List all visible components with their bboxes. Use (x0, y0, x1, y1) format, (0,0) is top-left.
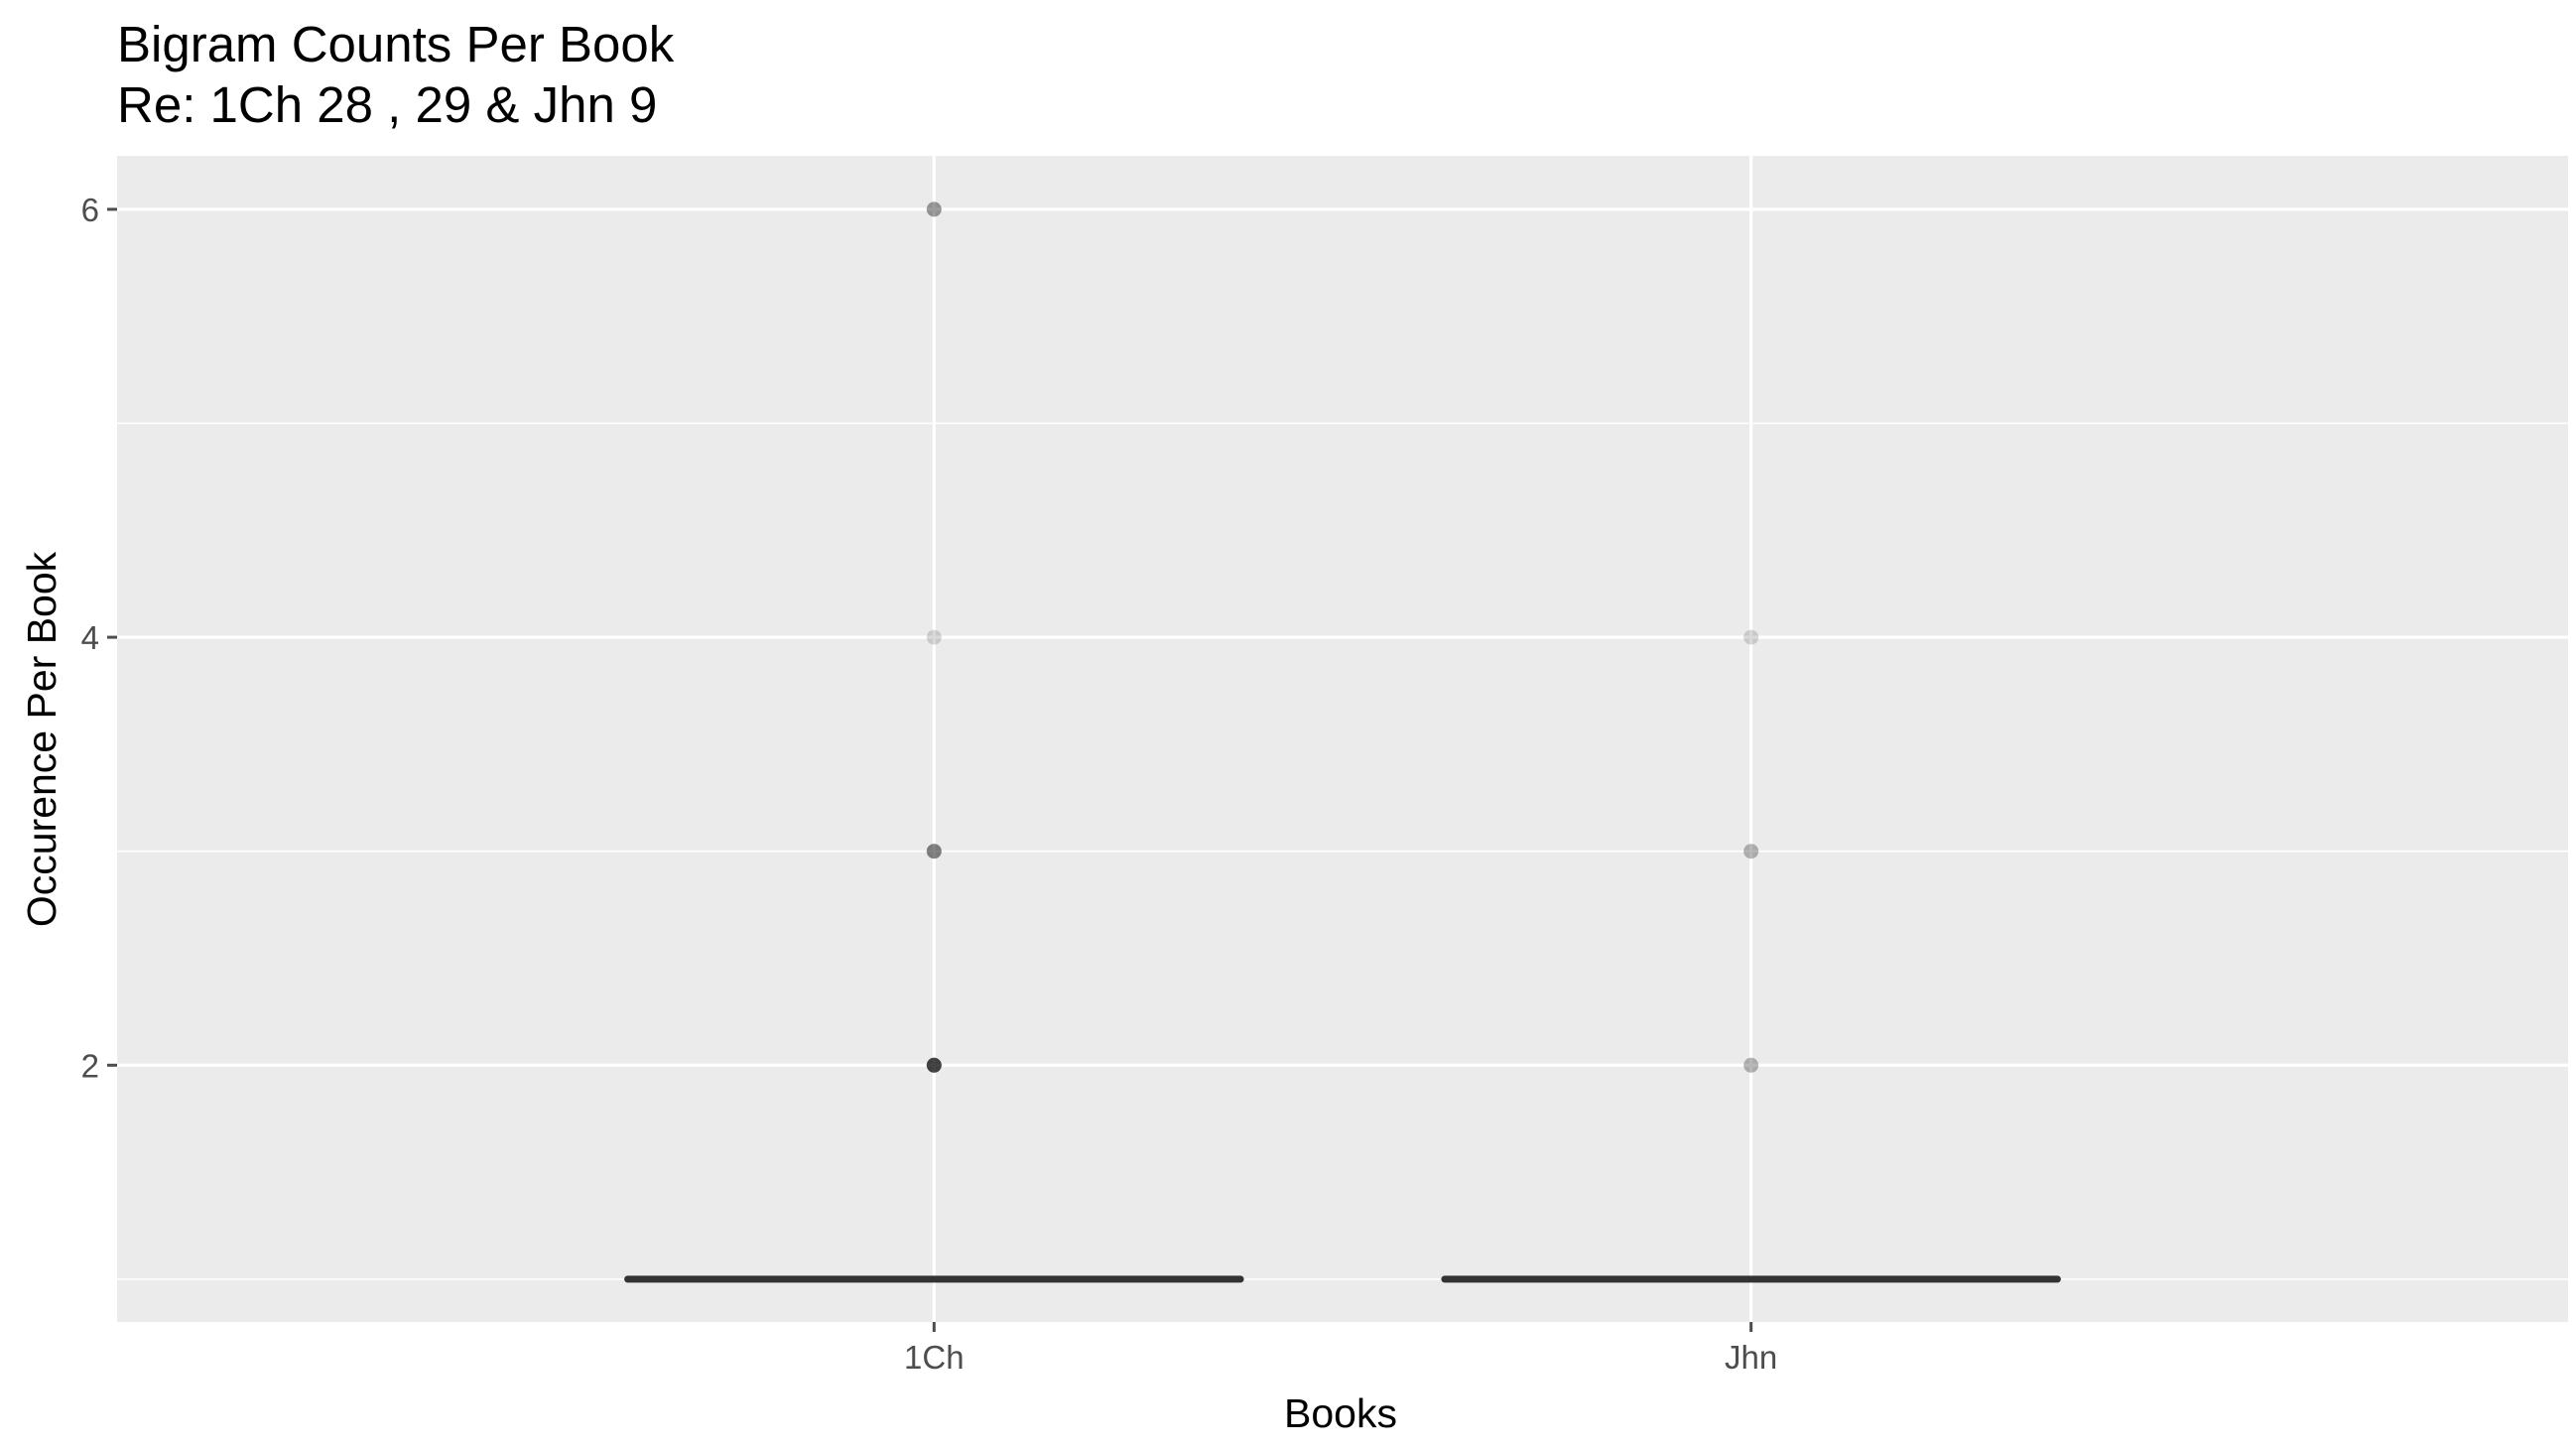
outlier-point (926, 629, 942, 645)
plot-panel (117, 156, 2568, 1322)
outlier-point (926, 1057, 942, 1073)
x-tick-label: 1Ch (904, 1339, 965, 1376)
outlier-point (926, 201, 942, 217)
outlier-point (926, 201, 942, 217)
outlier-point (926, 844, 942, 859)
outlier-points (926, 201, 1759, 1073)
outlier-point (1743, 844, 1759, 859)
outlier-point (926, 844, 942, 859)
outlier-point (1743, 629, 1759, 645)
x-axis-title: Books (1284, 1390, 1397, 1436)
outlier-point (1743, 1057, 1759, 1073)
y-tick-label: 2 (81, 1047, 99, 1084)
outlier-point (926, 1057, 942, 1073)
y-tick-label: 6 (81, 192, 99, 228)
y-axis-title: Occurence Per Book (19, 551, 64, 927)
x-tick-label: Jhn (1725, 1339, 1777, 1376)
outlier-point (926, 1057, 942, 1073)
axes: 2 4 6 1Ch Jhn (81, 192, 1778, 1376)
outlier-point (926, 1057, 942, 1073)
outlier-point (926, 1057, 942, 1073)
grid-lines (117, 156, 2568, 1322)
outlier-point (1743, 1057, 1759, 1073)
outlier-point (1743, 844, 1759, 859)
outlier-point (926, 1057, 942, 1073)
y-tick-label: 4 (81, 619, 99, 656)
outlier-point (926, 844, 942, 859)
chart-title: Bigram Counts Per Book (117, 16, 675, 72)
chart-subtitle: Re: 1Ch 28 , 29 & Jhn 9 (117, 76, 657, 133)
outlier-point (926, 201, 942, 217)
outlier-point (926, 1057, 942, 1073)
outlier-point (926, 1057, 942, 1073)
outlier-point (926, 844, 942, 859)
